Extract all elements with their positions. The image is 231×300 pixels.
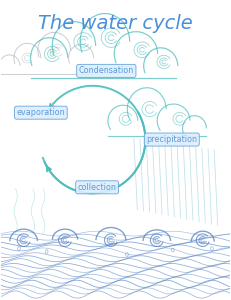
Text: evaporation: evaporation <box>17 108 65 117</box>
Text: The water cycle: The water cycle <box>38 14 193 33</box>
Text: Condensation: Condensation <box>79 66 134 75</box>
Text: precipitation: precipitation <box>146 135 197 144</box>
Text: collection: collection <box>78 183 117 192</box>
